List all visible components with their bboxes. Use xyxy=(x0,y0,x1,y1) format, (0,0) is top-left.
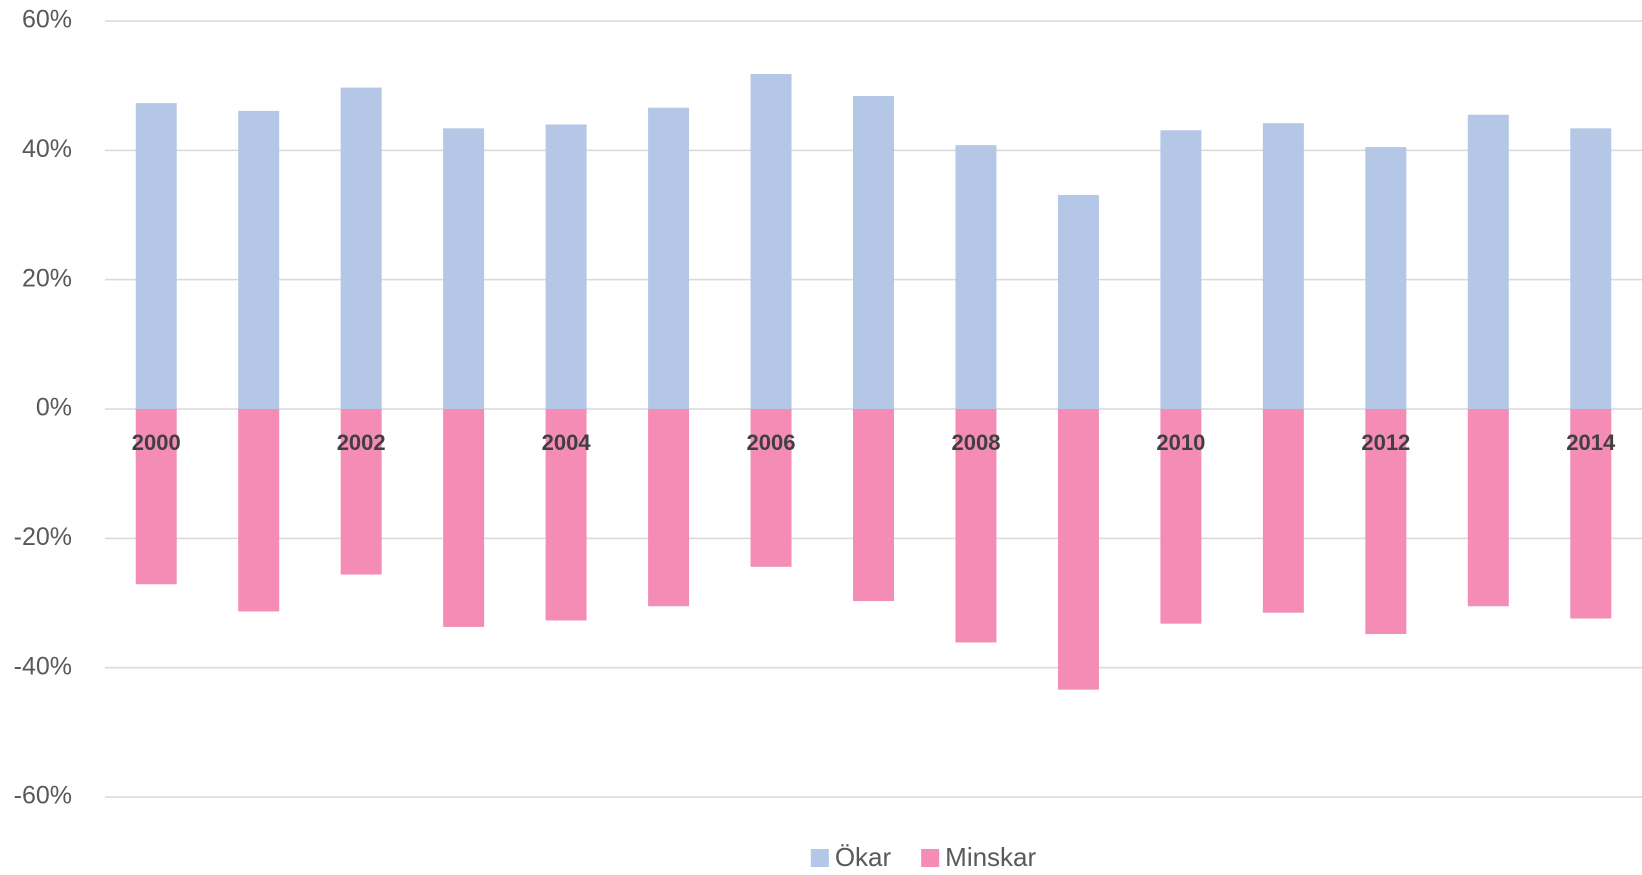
bar xyxy=(1262,123,1304,409)
bar xyxy=(1262,409,1304,613)
bar xyxy=(443,409,485,627)
bar xyxy=(648,409,690,607)
x-tick-label: 2008 xyxy=(951,430,1000,455)
bar xyxy=(648,107,690,410)
bar xyxy=(340,87,382,410)
x-tick-label: 2014 xyxy=(1566,430,1616,455)
bar xyxy=(853,96,894,409)
legend-swatch xyxy=(921,849,940,867)
bar xyxy=(545,124,587,409)
bar xyxy=(750,74,792,409)
y-tick-label: 60% xyxy=(22,6,72,34)
bar xyxy=(955,409,997,643)
x-tick-label: 2002 xyxy=(337,430,386,455)
bar xyxy=(853,409,894,602)
bar xyxy=(545,409,587,621)
bar xyxy=(1160,409,1202,624)
bar xyxy=(1057,409,1099,690)
bar xyxy=(1160,130,1202,409)
bar xyxy=(1467,114,1509,410)
legend-swatch xyxy=(810,849,829,867)
legend-label: Minskar xyxy=(945,842,1036,870)
bar xyxy=(1467,409,1509,607)
x-tick-label: 2012 xyxy=(1361,430,1410,455)
y-tick-label: -60% xyxy=(14,782,72,810)
x-tick-label: 2010 xyxy=(1156,430,1205,455)
x-tick-label: 2006 xyxy=(747,430,796,455)
y-tick-label: 0% xyxy=(36,394,72,422)
bar xyxy=(1365,409,1407,635)
x-tick-label: 2000 xyxy=(132,430,181,455)
bar xyxy=(340,409,382,575)
y-tick-label: -40% xyxy=(14,652,72,680)
legend-label: Ökar xyxy=(835,842,892,870)
y-tick-label: -20% xyxy=(14,523,72,551)
bar xyxy=(238,409,280,612)
y-tick-label: 20% xyxy=(22,264,72,292)
bar xyxy=(955,145,997,409)
bar xyxy=(443,128,485,409)
bar xyxy=(1365,147,1407,409)
x-tick-label: 2004 xyxy=(542,430,592,455)
bar xyxy=(135,103,177,410)
bar xyxy=(135,409,177,585)
bar xyxy=(1057,194,1099,409)
bar xyxy=(1570,128,1612,409)
bar xyxy=(1570,409,1612,619)
y-tick-label: 40% xyxy=(22,135,72,163)
bar xyxy=(750,409,792,567)
bar xyxy=(238,110,280,410)
